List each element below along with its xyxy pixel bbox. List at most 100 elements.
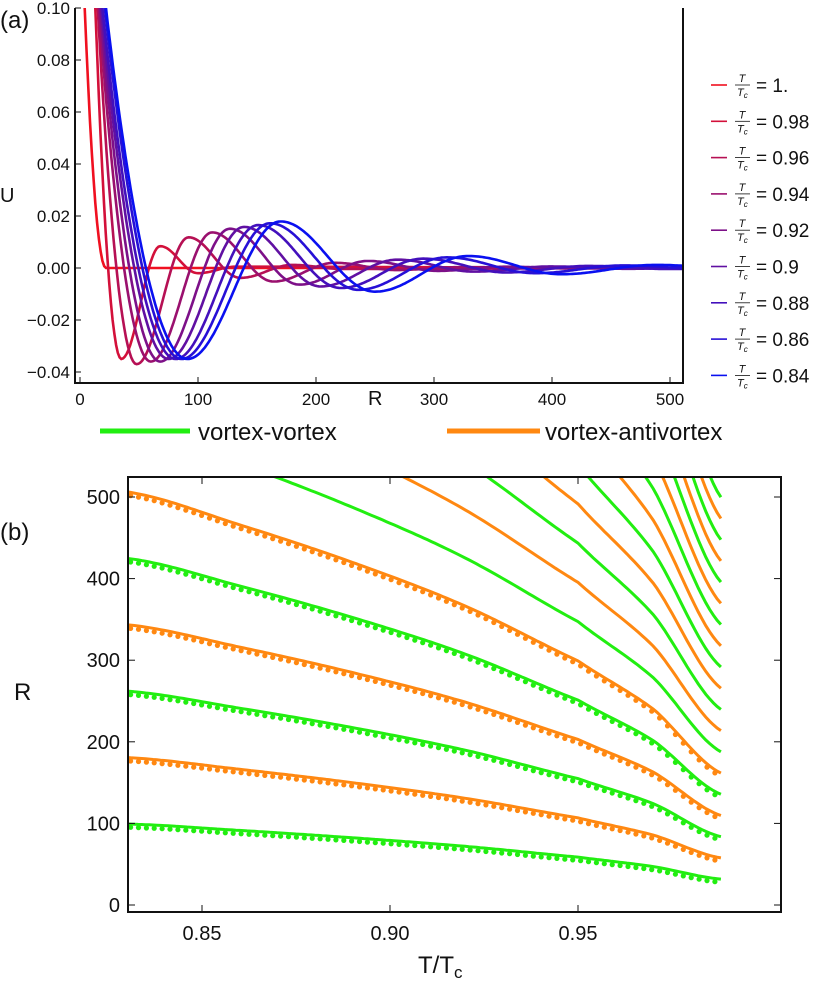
curve-vortex-antivortex-2 — [128, 756, 722, 860]
data-point — [380, 734, 386, 740]
data-point — [206, 641, 213, 647]
data-point — [143, 496, 149, 502]
data-point — [151, 825, 157, 831]
data-point — [222, 706, 228, 712]
data-point — [143, 562, 149, 568]
data-point — [183, 763, 189, 769]
legend-fraction-numerator: T — [739, 73, 747, 85]
marker-series-vortex-antivortex — [128, 493, 718, 776]
data-point — [151, 563, 157, 569]
data-point — [167, 697, 173, 703]
data-point — [443, 746, 449, 752]
data-point — [554, 814, 560, 821]
data-point — [601, 824, 607, 830]
legend-label-vortex-antivortex: vortex-antivortex — [545, 419, 722, 446]
data-point — [530, 853, 536, 859]
data-point — [609, 826, 615, 832]
y-tick-label: 0.00 — [37, 259, 70, 278]
data-point — [483, 755, 489, 762]
data-point — [467, 704, 473, 710]
data-point — [546, 772, 552, 778]
data-point — [356, 729, 363, 735]
data-point — [159, 761, 165, 767]
data-point — [499, 759, 505, 765]
data-point — [151, 760, 157, 766]
data-point — [475, 848, 481, 854]
curve-vortex-vortex-13 — [643, 477, 723, 626]
y-tick-label: −0.04 — [27, 363, 70, 382]
legend-fraction-sub: c — [744, 309, 748, 318]
curve-t-0.96 — [96, 8, 682, 366]
x-tick-label: 500 — [656, 390, 684, 409]
data-point — [570, 857, 576, 863]
data-point — [199, 702, 205, 708]
panel-b-legend: vortex-vortex vortex-antivortex — [100, 419, 722, 446]
legend-fraction-denominator: Tc — [737, 232, 748, 245]
data-point — [254, 771, 260, 778]
data-point — [404, 686, 410, 693]
data-point — [435, 745, 442, 751]
data-point — [191, 573, 197, 579]
curve-vortex-vortex-7 — [271, 477, 722, 754]
data-point — [325, 667, 331, 673]
data-point — [325, 836, 331, 842]
curve-t-0.98 — [94, 8, 682, 361]
data-point — [333, 669, 339, 675]
data-point — [522, 852, 529, 858]
data-point — [349, 673, 355, 679]
data-point — [530, 810, 536, 816]
data-point — [396, 841, 402, 848]
data-point — [585, 821, 592, 827]
data-point — [372, 732, 378, 738]
data-point — [467, 799, 473, 805]
data-point — [278, 774, 284, 780]
legend-fraction-denominator: Tc — [737, 377, 748, 390]
data-point — [341, 837, 347, 844]
data-point — [633, 831, 639, 837]
y-tick-label: 0.06 — [37, 103, 70, 122]
legend-fraction-numerator: T — [739, 327, 747, 339]
y-tick-label: 0.04 — [37, 155, 70, 174]
legend-fraction-sub: c — [744, 164, 748, 173]
data-point — [285, 658, 292, 664]
curve-t-0.84 — [104, 8, 683, 361]
data-point — [459, 701, 465, 708]
data-point — [404, 790, 410, 796]
data-point — [451, 748, 457, 754]
x-axis-label-main: T/T — [418, 952, 454, 979]
data-point — [301, 604, 307, 610]
data-point — [601, 861, 607, 867]
data-point — [649, 867, 655, 873]
data-point — [246, 831, 252, 837]
data-point — [262, 832, 268, 838]
legend-fraction-denominator: Tc — [737, 196, 748, 209]
y-tick-label: 0.02 — [37, 207, 70, 226]
data-point — [278, 656, 284, 662]
data-point — [151, 498, 157, 504]
data-point — [704, 878, 710, 884]
data-point — [206, 578, 213, 584]
curve-vortex-vortex-1 — [128, 822, 722, 881]
data-point — [625, 863, 631, 870]
data-point — [175, 698, 181, 704]
data-point — [712, 879, 718, 885]
legend-value: = 0.94 — [756, 185, 810, 206]
data-point — [262, 653, 268, 659]
data-point — [349, 838, 355, 844]
legend-fraction-denominator: Tc — [737, 160, 748, 173]
data-point — [222, 768, 228, 774]
data-point — [214, 642, 220, 649]
panel-b-frame — [127, 476, 782, 913]
legend-fraction-numerator: T — [739, 146, 747, 158]
data-point — [254, 711, 260, 717]
legend-entry: T Tc = 0.94 — [711, 182, 810, 209]
data-point — [285, 716, 292, 723]
marker-series-vortex-antivortex — [128, 625, 718, 820]
x-tick-label: 0.85 — [183, 923, 222, 945]
data-point — [238, 831, 244, 837]
data-point — [538, 812, 544, 818]
data-point — [404, 738, 410, 744]
data-point — [341, 782, 347, 788]
data-point — [680, 873, 686, 879]
data-point — [183, 827, 189, 833]
